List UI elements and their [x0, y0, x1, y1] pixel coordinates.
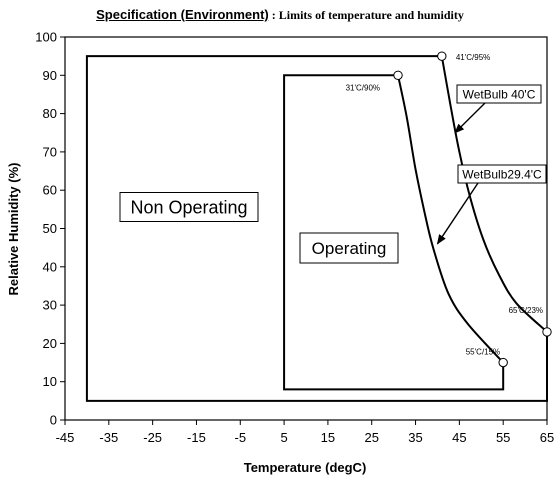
x-tick-label: 55: [496, 430, 510, 445]
y-tick-label: 10: [43, 374, 57, 389]
corner-point-label: 55'C/15%: [466, 348, 500, 357]
callout-text: WetBulb 40'C: [463, 88, 536, 102]
x-tick-label: 65: [540, 430, 554, 445]
chart-title: Specification (Environment): [96, 7, 269, 22]
x-tick-label: 35: [408, 430, 422, 445]
y-tick-label: 90: [43, 68, 57, 83]
y-tick-label: 20: [43, 336, 57, 351]
callout-box: [456, 84, 542, 104]
x-tick-label: 25: [364, 430, 378, 445]
operating-label: Operating: [299, 232, 399, 264]
y-tick-label: 60: [43, 183, 57, 198]
chart-subtitle: Limits of temperature and humidity: [278, 8, 464, 22]
x-axis-label: Temperature (degC): [244, 460, 367, 475]
region-label-box: [299, 232, 399, 264]
operating-region: [283, 74, 505, 391]
x-tick-label: 5: [280, 430, 287, 445]
chart-title-block: Specification (Environment): Limits of te…: [0, 6, 560, 24]
y-tick-label: 30: [43, 298, 57, 313]
region-label-box: [119, 192, 259, 222]
callout-text: WetBulb29.4'C: [462, 168, 542, 182]
y-tick-label: 80: [43, 106, 57, 121]
region-label-text: Operating: [312, 239, 387, 258]
x-tick-label: -45: [56, 430, 75, 445]
x-tick-label: -25: [143, 430, 162, 445]
x-tick-label: -5: [234, 430, 246, 445]
non-operating-label: Non Operating: [119, 192, 259, 222]
y-tick-label: 50: [43, 221, 57, 236]
corner-point-marker: [437, 51, 447, 61]
y-tick-label: 70: [43, 144, 57, 159]
region-label-text: Non Operating: [130, 197, 247, 217]
x-tick-label: -15: [187, 430, 206, 445]
corner-point-marker: [542, 327, 552, 337]
wetbulb-40-callout: WetBulb 40'C: [456, 84, 542, 104]
x-tick-label: -35: [99, 430, 118, 445]
non-operating-region: [85, 55, 548, 402]
corner-point-marker: [393, 70, 403, 81]
y-tick-label: 40: [43, 259, 57, 274]
corner-point-label: 65'C/23%: [509, 306, 543, 315]
y-tick-label: 100: [35, 30, 57, 45]
wetbulb-29-4-curve: [397, 75, 504, 364]
callout-box: [457, 164, 547, 184]
wetbulb-40-curve: [440, 56, 548, 333]
corner-point-marker: [498, 357, 508, 368]
callout-arrow: [436, 182, 479, 245]
corner-point-label: 31'C/90%: [346, 83, 380, 92]
corner-point-label: 41'C/95%: [456, 53, 490, 62]
x-tick-label: 15: [321, 430, 335, 445]
y-axis-label: Relative Humidity (%): [6, 163, 21, 296]
x-tick-label: 45: [452, 430, 466, 445]
callout-arrow: [454, 102, 486, 134]
y-tick-label: 0: [50, 413, 57, 428]
title-separator: :: [271, 8, 276, 22]
wetbulb-29-4-callout: WetBulb29.4'C: [457, 164, 547, 184]
